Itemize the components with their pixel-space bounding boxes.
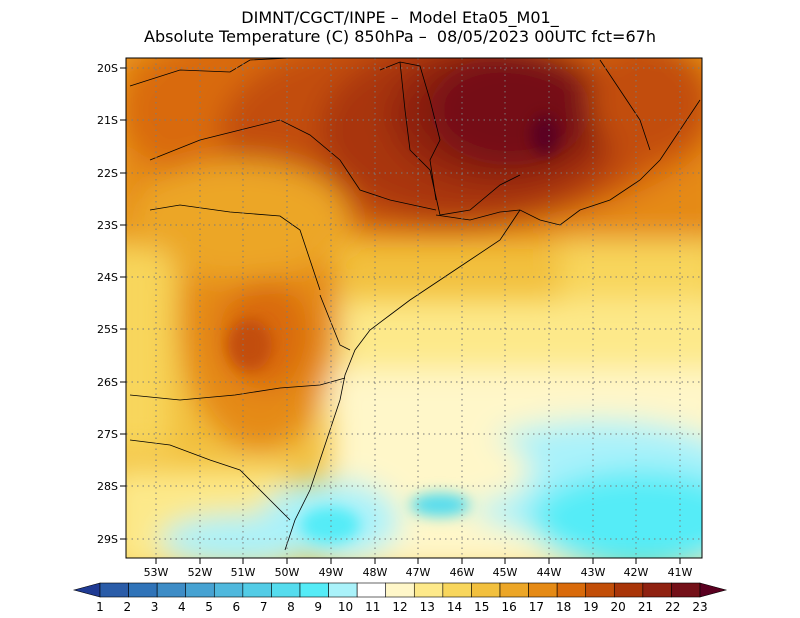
colorbar-swatch — [585, 582, 615, 598]
map-title-line2: Absolute Temperature (C) 850hPa – 08/05/… — [144, 27, 656, 46]
lon-label-48w: 48W — [363, 566, 388, 579]
map-frame — [125, 57, 703, 559]
colorbar-label: 12 — [392, 600, 407, 614]
lon-label-51w: 51W — [231, 566, 256, 579]
map-title-line1: DIMNT/CGCT/INPE – Model Eta05_M01_ — [241, 8, 559, 27]
colorbar-label: 6 — [233, 600, 241, 614]
temperature-field — [126, 58, 702, 558]
colorbar-label: 3 — [151, 600, 159, 614]
lat-label-20s: 20S — [97, 62, 118, 75]
colorbar-label: 14 — [447, 600, 462, 614]
lat-label-22s: 22S — [97, 167, 118, 180]
colorbar-swatch — [471, 582, 501, 598]
colorbar-label: 7 — [260, 600, 268, 614]
lat-label-26s: 26S — [97, 376, 118, 389]
colorbar-label: 20 — [611, 600, 626, 614]
lat-label-21s: 21S — [97, 114, 118, 127]
colorbar-swatch — [528, 582, 558, 598]
colorbar-swatch — [642, 582, 672, 598]
colorbar-label: 22 — [665, 600, 680, 614]
latitude-axis: 20S 21S 22S 23S 24S 25S 26S 27S 28S 29S — [97, 62, 126, 546]
colorbar-swatch — [128, 582, 158, 598]
lon-label-46w: 46W — [450, 566, 475, 579]
lat-label-23s: 23S — [97, 219, 118, 232]
colorbar-swatch — [671, 582, 701, 598]
colorbar-label: 18 — [556, 600, 571, 614]
colorbar-label: 8 — [287, 600, 295, 614]
colorbar-swatch — [213, 582, 244, 598]
colorbar-label: 15 — [474, 600, 489, 614]
colorbar-swatch — [413, 582, 444, 598]
colorbar-label: 17 — [529, 600, 544, 614]
colorbar-swatch — [156, 582, 187, 598]
longitude-axis: 53W 52W 51W 50W 49W 48W 47W 46W 45W 44W … — [144, 558, 693, 579]
colorbar-label: 21 — [638, 600, 653, 614]
lat-label-29s: 29S — [97, 533, 118, 546]
lon-label-52w: 52W — [188, 566, 213, 579]
colorbar-label: 4 — [178, 600, 186, 614]
colorbar: 1 2 3 4 5 6 7 8 9 10 11 12 13 14 15 16 17 18 19 20 21 22 23 — [72, 582, 728, 614]
colorbar-label: 11 — [365, 600, 380, 614]
colorbar-swatch — [72, 582, 101, 598]
colorbar-label: 19 — [583, 600, 598, 614]
colorbar-swatch — [356, 582, 387, 598]
colorbar-label: 5 — [205, 600, 213, 614]
colorbar-label: 16 — [501, 600, 516, 614]
lon-label-47w: 47W — [406, 566, 431, 579]
colorbar-swatch — [442, 582, 472, 598]
colorbar-swatch — [699, 582, 728, 598]
lat-label-27s: 27S — [97, 428, 118, 441]
colorbar-label: 2 — [123, 600, 131, 614]
colorbar-label: 1 — [96, 600, 104, 614]
coastline-and-borders — [129, 58, 701, 551]
colorbar-swatch — [99, 582, 129, 598]
lat-label-24s: 24S — [97, 271, 118, 284]
colorbar-swatch — [385, 582, 415, 598]
lon-label-43w: 43W — [581, 566, 606, 579]
lon-label-44w: 44W — [537, 566, 562, 579]
colorbar-label: 13 — [420, 600, 435, 614]
lon-label-53w: 53W — [144, 566, 169, 579]
graticule — [126, 58, 702, 558]
colorbar-label: 23 — [692, 600, 707, 614]
colorbar-label: 10 — [338, 600, 353, 614]
lat-label-28s: 28S — [97, 480, 118, 493]
lon-label-50w: 50W — [275, 566, 300, 579]
colorbar-swatch — [271, 582, 301, 598]
lon-label-42w: 42W — [624, 566, 649, 579]
colorbar-swatch — [499, 582, 529, 598]
lon-label-41w: 41W — [668, 566, 693, 579]
colorbar-swatch — [185, 582, 215, 598]
colorbar-swatch — [242, 582, 272, 598]
colorbar-swatch — [613, 582, 644, 598]
lon-label-49w: 49W — [319, 566, 344, 579]
colorbar-swatch — [556, 582, 587, 598]
colorbar-swatch — [299, 582, 329, 598]
colorbar-label: 9 — [314, 600, 322, 614]
lon-label-45w: 45W — [493, 566, 518, 579]
colorbar-swatch — [328, 582, 358, 598]
lat-label-25s: 25S — [97, 323, 118, 336]
